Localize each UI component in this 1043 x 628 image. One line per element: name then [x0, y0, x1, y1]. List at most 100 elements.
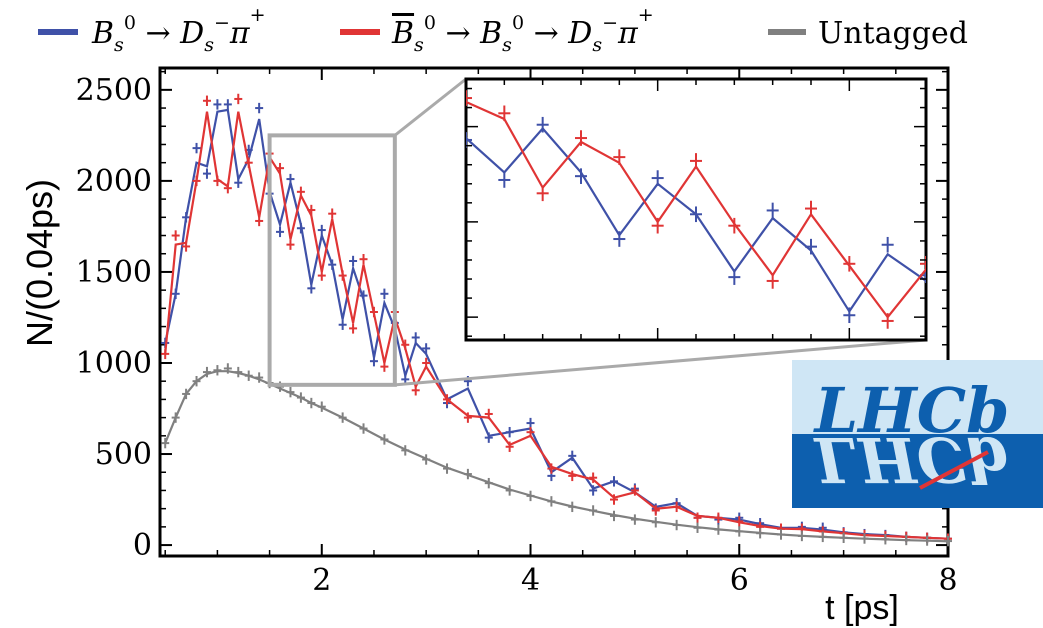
- data-point: [547, 496, 556, 507]
- logo-reflection: LHCb: [813, 423, 1010, 496]
- data-point: [171, 230, 180, 241]
- data-point: [255, 372, 264, 383]
- data-point: [244, 370, 253, 381]
- series: [161, 93, 952, 544]
- data-point: [161, 348, 170, 360]
- y-tick-label: 2000: [76, 164, 152, 199]
- data-point: [286, 386, 295, 398]
- data-point: [296, 223, 305, 234]
- data-point: [182, 212, 191, 223]
- data-point: [575, 130, 587, 146]
- data-point: [690, 206, 702, 223]
- data-point: [610, 510, 619, 522]
- data-point: [944, 535, 952, 547]
- data-point: [192, 375, 201, 387]
- data-point: [276, 162, 285, 174]
- data-point: [380, 434, 389, 445]
- data-point: [575, 168, 587, 184]
- data-point: [672, 519, 681, 531]
- zoom-connector: [393, 77, 467, 137]
- data-point: [484, 477, 493, 489]
- data-point: [338, 319, 347, 330]
- data-point: [735, 516, 744, 527]
- data-point: [728, 217, 741, 234]
- data-point: [328, 208, 337, 219]
- zoom-indicator: [267, 77, 927, 387]
- data-point: [422, 454, 431, 465]
- data-point: [843, 307, 856, 324]
- data-point: [422, 343, 431, 354]
- plot-frame: [158, 66, 950, 558]
- y-tick-label: 1000: [76, 346, 152, 381]
- data-point: [805, 200, 817, 217]
- fit-line: [164, 108, 949, 540]
- data-point: [213, 99, 222, 110]
- data-point: [958, 326, 970, 342]
- series: [161, 363, 952, 547]
- data-point: [881, 236, 894, 253]
- data-point: [651, 517, 660, 528]
- data-point: [463, 412, 472, 423]
- data-point: [860, 533, 869, 544]
- data-point: [202, 168, 211, 179]
- data-point: [296, 392, 305, 403]
- data-point: [920, 255, 926, 272]
- data-point: [839, 532, 848, 543]
- data-point: [693, 512, 702, 523]
- data-point: [380, 288, 389, 299]
- data-point: [192, 142, 201, 154]
- data-point: [651, 217, 664, 234]
- data-point: [484, 432, 493, 443]
- data-point: [223, 99, 232, 110]
- data-point: [589, 485, 598, 496]
- data-point: [505, 485, 514, 496]
- data-point: [286, 173, 295, 185]
- data-point: [672, 501, 681, 513]
- data-point: [728, 269, 741, 285]
- data-point: [276, 226, 285, 238]
- data-point: [338, 270, 347, 281]
- data-point: [401, 339, 410, 350]
- data-point: [307, 204, 316, 216]
- data-point: [902, 534, 911, 546]
- data-point: [536, 116, 549, 133]
- data-point: [422, 357, 431, 369]
- data-point: [328, 259, 337, 270]
- data-point: [411, 385, 420, 396]
- data-point: [630, 485, 639, 496]
- data-point: [526, 426, 535, 438]
- data-point: [735, 526, 744, 537]
- logo-bg-top: [792, 360, 1043, 434]
- data-point: [182, 241, 191, 252]
- data-point: [171, 288, 180, 299]
- y-tick-label: 2500: [76, 73, 152, 108]
- data-point: [526, 417, 535, 429]
- data-point: [613, 149, 626, 165]
- zoom-connector: [394, 338, 927, 387]
- data-point: [223, 182, 232, 194]
- legend-entry: Bs0 → Bs0 → Ds−π+: [340, 4, 654, 56]
- data-point: [613, 231, 626, 247]
- data-point: [690, 153, 702, 169]
- data-point: [568, 501, 577, 513]
- data-point: [317, 270, 326, 281]
- data-point: [498, 172, 511, 188]
- data-point: [202, 95, 211, 106]
- data-point: [526, 490, 535, 502]
- data-point: [766, 273, 779, 289]
- logo-accent-stroke: [919, 450, 989, 490]
- data-point: [171, 412, 180, 423]
- data-point: [766, 202, 779, 219]
- data-point: [244, 157, 253, 168]
- data-point: [589, 505, 598, 516]
- y-axis-label: N/(0.04ps): [19, 179, 60, 347]
- data-point: [466, 90, 472, 106]
- data-point: [317, 224, 326, 236]
- data-point: [307, 397, 316, 409]
- data-point: [202, 366, 211, 378]
- data-point: [693, 522, 702, 533]
- data-point: [234, 366, 243, 378]
- data-point: [349, 255, 358, 267]
